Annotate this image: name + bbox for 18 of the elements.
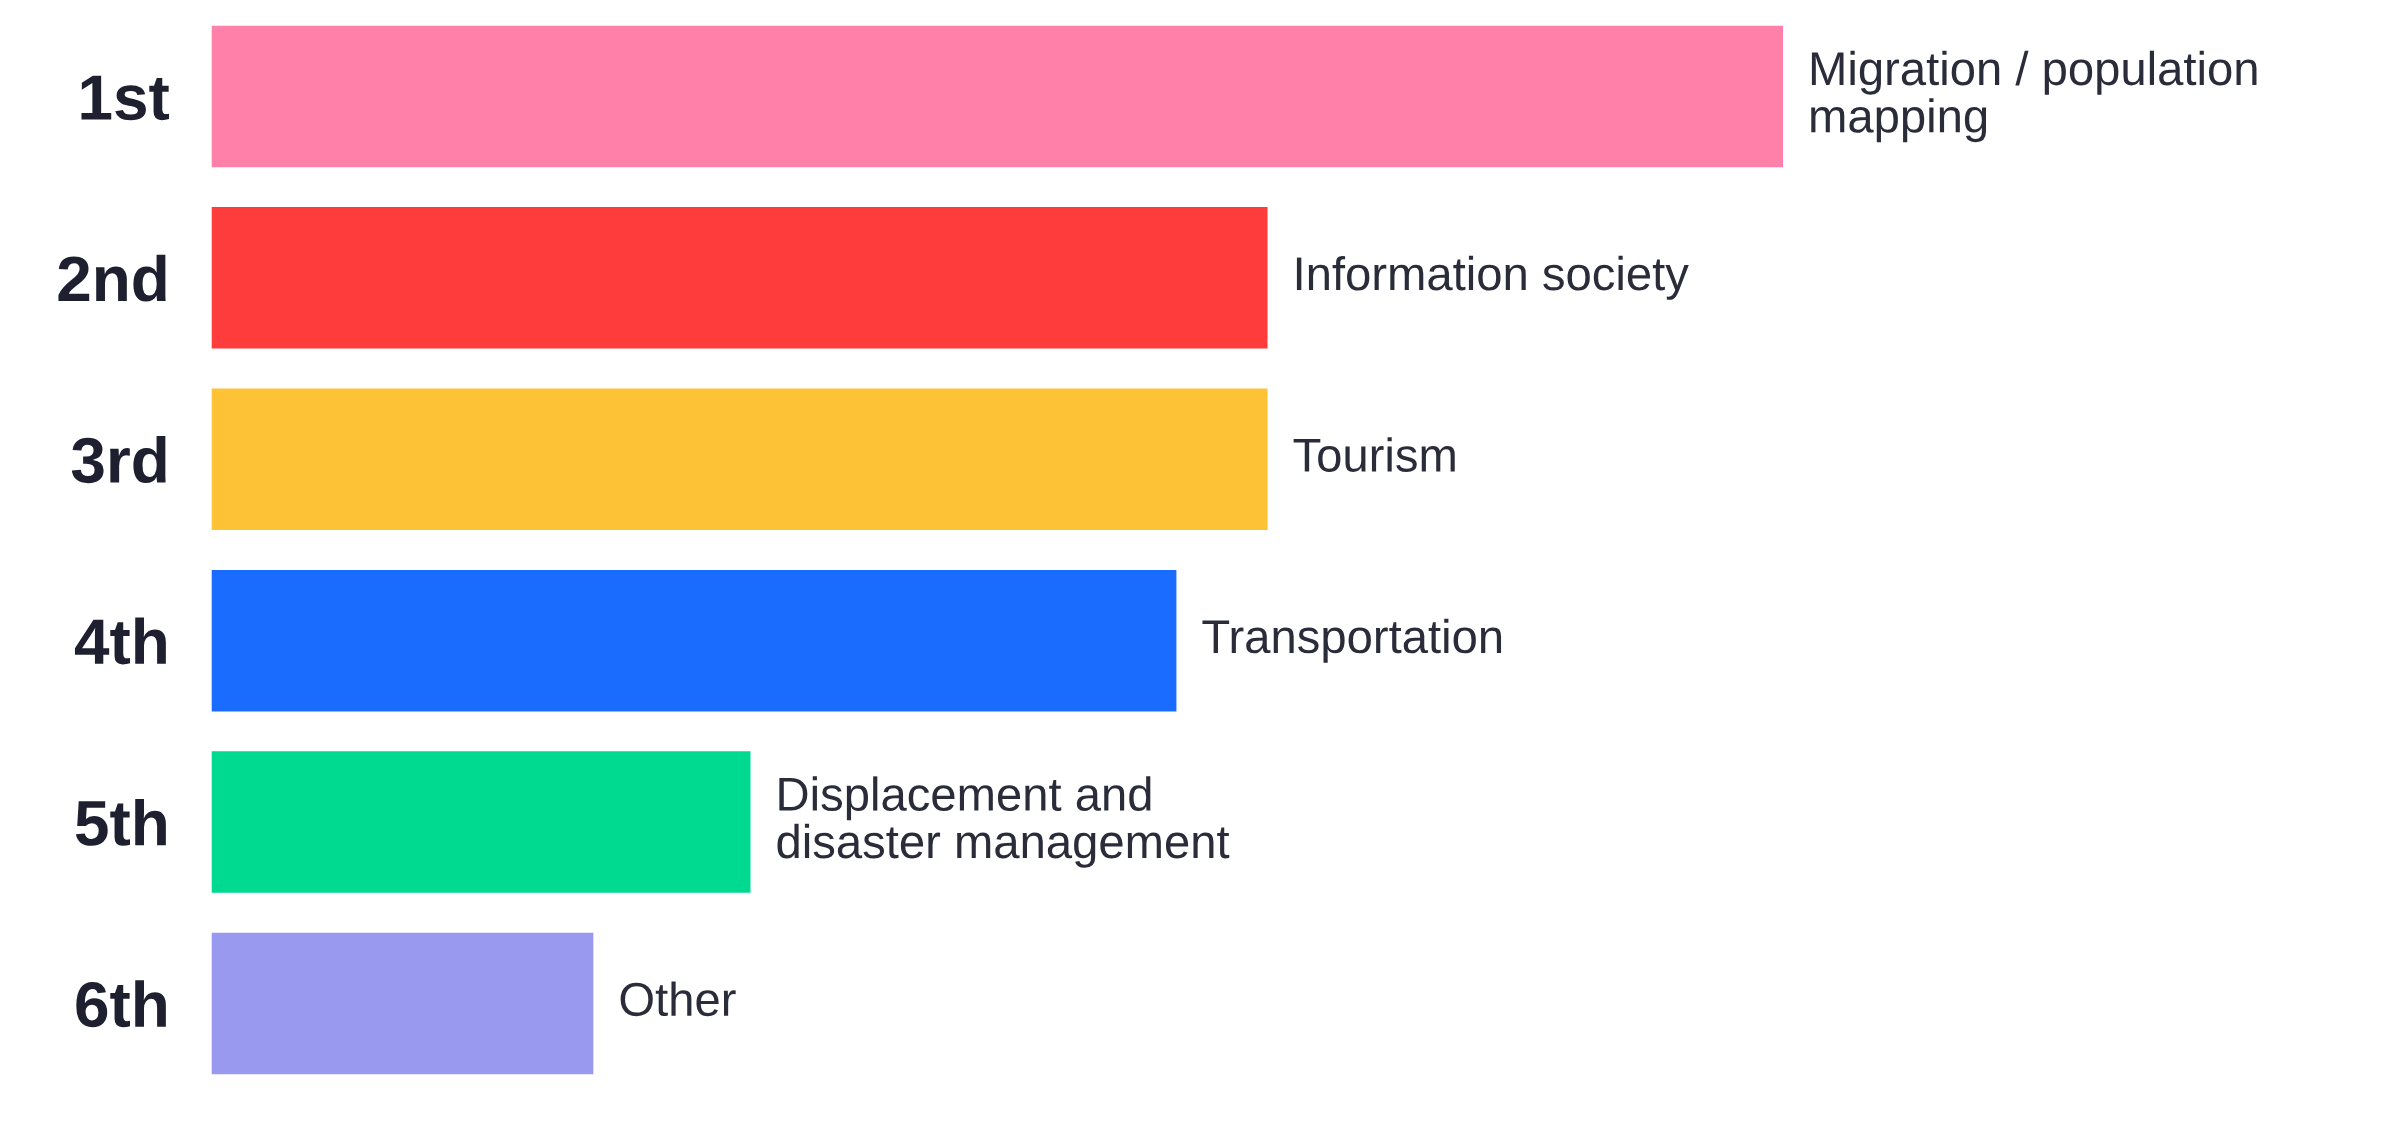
y-tick-label: 1st — [81, 75, 170, 121]
bar — [211, 25, 1784, 168]
y-tick-label: 2nd — [58, 254, 166, 302]
annotation: Migration / population mapping — [1811, 50, 2257, 143]
y-tick-label: 4th — [74, 617, 166, 665]
annotation: Transportation — [1202, 618, 1502, 663]
bar — [211, 751, 751, 893]
y-tick-label: 5th — [75, 798, 166, 846]
annotation: Tourism — [1293, 437, 1455, 472]
bar — [211, 388, 1268, 531]
annotation: Information society — [1296, 255, 1689, 300]
y-tick-label: 3rd — [71, 436, 166, 484]
bar — [211, 932, 594, 1075]
bar — [211, 207, 1268, 349]
y-tick-label: 6th — [76, 980, 166, 1028]
annotation: Displacement and disaster management — [777, 776, 1230, 868]
bar — [211, 569, 1177, 712]
annotation: Other — [620, 981, 736, 1017]
